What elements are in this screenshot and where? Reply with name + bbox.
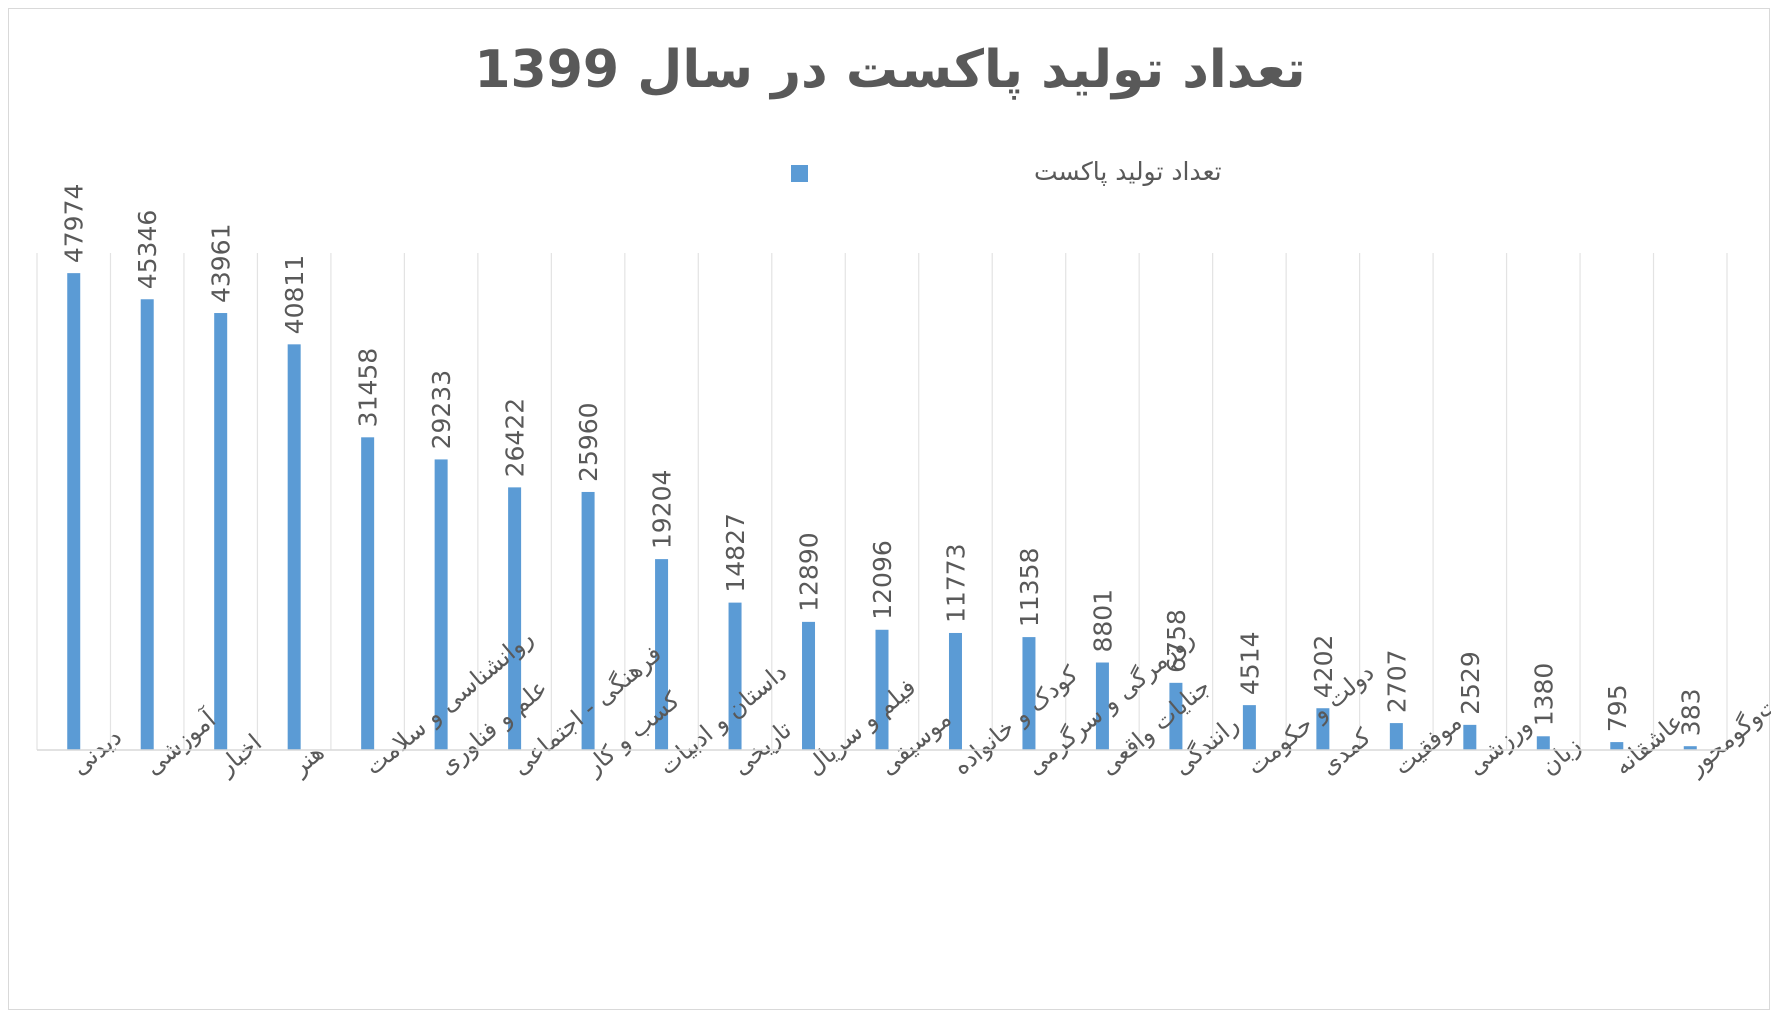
value-label: 11773 — [941, 543, 970, 623]
value-label: 12890 — [795, 532, 824, 612]
value-label: 1380 — [1529, 663, 1558, 727]
bar — [1316, 708, 1330, 750]
bar — [875, 629, 889, 750]
bars — [67, 273, 1697, 750]
bar — [140, 299, 154, 750]
value-label: 19204 — [648, 470, 677, 550]
value-label: 47974 — [60, 184, 89, 264]
value-label: 383 — [1676, 688, 1705, 736]
value-label: 6758 — [1162, 609, 1191, 673]
bar — [948, 632, 962, 750]
value-label: 45346 — [133, 210, 162, 290]
value-label: 26422 — [501, 398, 530, 478]
bar — [1536, 736, 1550, 750]
bar — [1610, 742, 1624, 750]
value-label: 4514 — [1235, 632, 1264, 696]
chart-title: تعداد تولید پاکست در سال 1399 — [474, 40, 1305, 100]
value-label: 2529 — [1456, 651, 1485, 715]
value-label: 40811 — [280, 255, 309, 335]
value-label: 12096 — [868, 540, 897, 620]
value-label: 29233 — [427, 370, 456, 450]
bar — [1022, 637, 1036, 750]
value-label: 25960 — [574, 402, 603, 482]
legend: تعداد تولید پاکست — [791, 157, 1222, 186]
bar — [581, 491, 595, 750]
value-label: 14827 — [721, 513, 750, 593]
bar — [67, 273, 81, 750]
bar — [287, 344, 301, 750]
value-label: 2707 — [1382, 649, 1411, 713]
bar — [802, 621, 816, 750]
bar — [1463, 724, 1477, 750]
value-label: 795 — [1603, 684, 1632, 732]
bar — [214, 313, 228, 750]
legend-label: تعداد تولید پاکست — [1034, 157, 1222, 186]
category-label: کودک و خانواده — [947, 660, 1083, 781]
chart-frame: تعداد تولید پاکست در سال 1399 تعداد تولی… — [8, 8, 1771, 1010]
bar — [728, 602, 742, 750]
bar — [1683, 746, 1697, 750]
legend-swatch — [791, 165, 808, 182]
bar — [1095, 662, 1109, 750]
value-label: 11358 — [1015, 548, 1044, 628]
gridlines — [36, 253, 1728, 750]
value-labels: 47974 45346 43961 40811 31458 29233 26422 25960… — [60, 184, 1706, 737]
value-label: 4202 — [1309, 635, 1338, 699]
value-label: 8801 — [1088, 589, 1117, 653]
bar — [1169, 682, 1183, 750]
bar — [361, 437, 375, 750]
bar — [1242, 705, 1256, 750]
value-label: 43961 — [207, 223, 236, 303]
bar — [508, 487, 522, 750]
bar — [434, 459, 448, 750]
bar — [1389, 723, 1403, 750]
bar-chart: تعداد تولید پاکست در سال 1399 تعداد تولی… — [36, 40, 1771, 781]
bar — [655, 559, 669, 750]
value-label: 31458 — [354, 348, 383, 428]
